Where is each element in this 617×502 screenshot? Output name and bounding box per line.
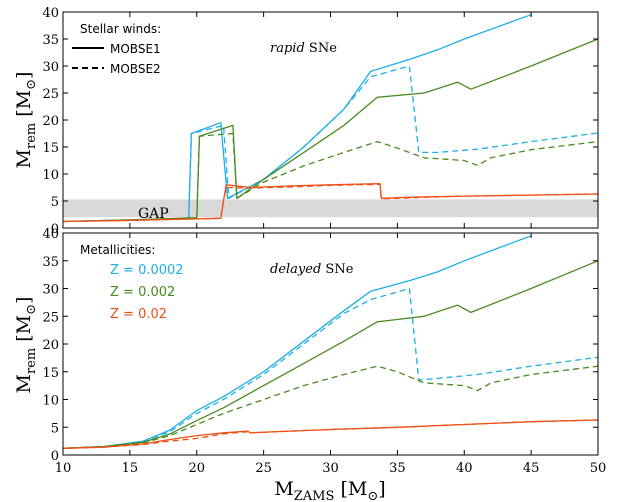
top-series-line-1 (188, 65, 599, 219)
bottom-ytick-label-25: 25 (42, 310, 59, 325)
bottom-ylabel: Mrem [M⊙] (13, 297, 39, 394)
bottom-axes-frame (62, 232, 599, 456)
bottom-xlabel: MZAMS [M⊙] (274, 478, 385, 502)
bottom-ytick-label-30: 30 (42, 283, 59, 298)
top-series-line-5 (62, 183, 599, 223)
bottom-legend: Metallicities: Z = 0.0002 Z = 0.002 Z = … (80, 243, 184, 322)
top-legend-entry-mobse1: MOBSE1 (110, 42, 161, 56)
bottom-series-line-1 (62, 287, 599, 449)
top-series-group (62, 14, 599, 223)
bottom-annotation: delayed SNe (270, 262, 354, 277)
bottom-xlabel-unit: [M (334, 478, 367, 500)
top-series-line-3 (196, 132, 599, 218)
top-ytick-label-0: 0 (51, 222, 59, 237)
top-ytick-label-10: 10 (42, 168, 59, 183)
bottom-xtick-label-35: 35 (389, 461, 406, 476)
bottom-xtick-label-50: 50 (590, 461, 607, 476)
bottom-legend-title: Metallicities: (80, 243, 155, 257)
bottom-annotation-rest: SNe (321, 262, 353, 277)
bottom-ytick-label-10: 10 (42, 394, 59, 409)
bottom-ytick-label-35: 35 (42, 255, 59, 270)
top-ylabel-main: M (13, 149, 35, 168)
bottom-legend-entry-z0002: Z = 0.0002 (110, 263, 184, 278)
top-legend-title: Stellar winds: (80, 22, 161, 36)
top-legend-entry-mobse2: MOBSE2 (110, 62, 161, 76)
bottom-ylabel-unit: [M (13, 315, 35, 348)
bottom-ylabel-close: ] (13, 297, 35, 304)
bottom-xtick-label-40: 40 (456, 461, 473, 476)
bottom-xlabel-close: ] (378, 478, 385, 500)
bottom-panel: 10 15 20 25 30 35 40 45 50 0 5 10 15 20 25 30 35 40 delay… (13, 227, 606, 502)
top-ylabel-sun: ⊙ (24, 79, 39, 90)
bottom-series-line-2 (62, 260, 599, 449)
gap-label: GAP (138, 206, 169, 222)
top-series-line-2 (62, 38, 599, 223)
top-annotation: rapid SNe (270, 41, 337, 56)
bottom-xlabel-sub: ZAMS (294, 489, 335, 502)
top-ytick-label-20: 20 (42, 114, 59, 129)
bottom-ylabel-main: M (13, 374, 35, 393)
top-annotation-rest: SNe (305, 41, 337, 56)
bottom-xtick-label-30: 30 (322, 461, 339, 476)
bottom-series-line-5 (62, 419, 599, 449)
bottom-annotation-italic: delayed (270, 262, 321, 277)
bottom-ylabel-sub: rem (24, 348, 39, 374)
bottom-ytick-label-5: 5 (51, 421, 59, 436)
bottom-ytick-label-0: 0 (51, 449, 59, 464)
top-ytick-label-35: 35 (42, 33, 59, 48)
bottom-xtick-label-20: 20 (188, 461, 205, 476)
top-ylabel-sub: rem (24, 123, 39, 149)
top-ytick-label-40: 40 (42, 6, 59, 21)
bottom-ytick-label-15: 15 (42, 366, 59, 381)
bottom-series-group (62, 235, 599, 449)
top-ytick-label-30: 30 (42, 60, 59, 75)
bottom-series-line-3 (62, 365, 599, 449)
bottom-legend-entry-z02: Z = 0.02 (110, 307, 167, 322)
top-ylabel-close: ] (13, 72, 35, 79)
bottom-xtick-label-10: 10 (55, 461, 72, 476)
bottom-xlabel-sun: ⊙ (367, 489, 378, 502)
bottom-ytick-label-20: 20 (42, 338, 59, 353)
top-legend: Stellar winds: MOBSE1 MOBSE2 (72, 22, 161, 76)
bottom-xtick-label-45: 45 (523, 461, 540, 476)
top-ytick-label-25: 25 (42, 87, 59, 102)
bottom-legend-entry-z002: Z = 0.002 (110, 285, 175, 300)
bottom-xtick-label-15: 15 (122, 461, 139, 476)
top-annotation-italic: rapid (270, 41, 305, 56)
bottom-xtick-label-25: 25 (255, 461, 272, 476)
top-axes-frame (62, 11, 599, 229)
top-ytick-label-15: 15 (42, 141, 59, 156)
bottom-ytick-label-40: 40 (42, 227, 59, 242)
top-ylabel: Mrem [M⊙] (13, 72, 39, 169)
bottom-ylabel-sun: ⊙ (24, 304, 39, 315)
top-panel: 0 5 10 15 20 25 30 35 40 GAP rapid SNe Stellar w… (13, 6, 599, 237)
top-ytick-label-5: 5 (51, 195, 59, 210)
bottom-xlabel-main: M (274, 478, 293, 500)
top-ylabel-unit: [M (13, 90, 35, 123)
